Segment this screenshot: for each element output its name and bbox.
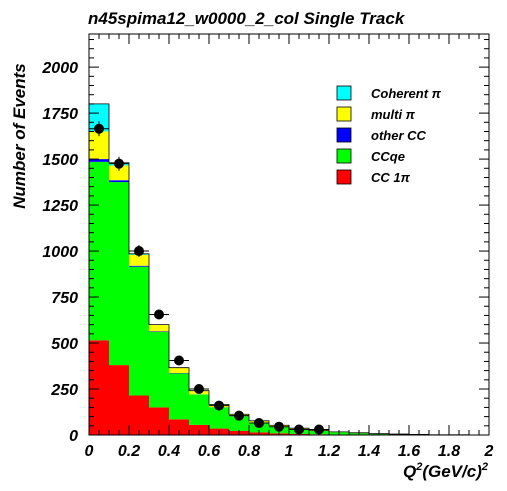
data-point	[214, 400, 224, 411]
bar-segment	[89, 103, 109, 132]
legend-swatch	[336, 148, 352, 164]
data-point	[294, 424, 304, 435]
bar-segment	[209, 407, 229, 429]
legend-swatch	[336, 169, 352, 185]
x-tick-label: 0.8	[238, 443, 260, 460]
data-point	[314, 424, 324, 435]
x-tick-label: 2	[484, 443, 494, 460]
legend: Coherent π multi π other CC CCqe CC 1π	[336, 85, 442, 185]
axes: 0 0.2 0.4 0.6 0.8 1 1.2 1.4 1.6 1.8 2 0 250 500 750 100…	[41, 34, 494, 460]
bar-segment	[109, 182, 129, 366]
y-tick-label: 500	[51, 336, 78, 353]
chart-title: n45spima12_w0000_2_col Single Track	[88, 9, 406, 28]
data-point	[234, 410, 244, 421]
x-tick-label: 1.8	[438, 443, 460, 460]
x-tick-label: 0.2	[118, 443, 140, 460]
x-tick-label: 0	[85, 443, 94, 460]
data-point	[134, 246, 144, 257]
bar-segment	[189, 394, 209, 425]
legend-swatch	[336, 127, 352, 143]
x-tick-label: 1.2	[318, 443, 340, 460]
x-axis-label: Q2(GeV/c)2	[403, 461, 488, 481]
data-point	[114, 158, 124, 169]
y-tick-label: 0	[69, 428, 78, 445]
y-axis-label: Number of Events	[10, 63, 29, 208]
legend-swatch	[336, 85, 352, 101]
x-tick-label: 1	[285, 443, 294, 460]
x-tick-label: 1.6	[398, 443, 420, 460]
y-tick-label: 750	[51, 290, 78, 307]
y-tick-label: 1500	[42, 152, 78, 169]
bar-segment	[129, 265, 149, 267]
x-tick-label: 0.4	[158, 443, 180, 460]
bar-segment	[169, 367, 189, 374]
y-tick-label: 1000	[42, 244, 78, 261]
bar-segment	[229, 416, 249, 431]
legend-label: CC 1π	[371, 170, 411, 185]
y-tick-label: 2000	[41, 60, 78, 77]
bar-segment	[109, 365, 129, 435]
x-tick-label: 0.6	[198, 443, 220, 460]
bar-segment	[109, 165, 129, 181]
data-points	[89, 121, 329, 435]
data-point	[274, 421, 284, 432]
legend-label: other CC	[371, 128, 427, 143]
bar-segment	[89, 131, 109, 160]
bar-segment	[89, 340, 109, 435]
data-point	[94, 123, 104, 134]
data-point	[154, 309, 164, 320]
bar-segment	[149, 331, 169, 408]
legend-swatch	[336, 106, 352, 122]
x-tick-label: 1.4	[358, 443, 380, 460]
bar-segment	[149, 407, 169, 435]
data-point	[194, 384, 204, 395]
bar-segment	[129, 254, 149, 266]
bar-segment	[129, 395, 149, 435]
data-point	[254, 418, 264, 429]
bar-segment	[89, 159, 109, 162]
y-tick-label: 250	[50, 382, 78, 399]
bar-segment	[149, 331, 169, 332]
y-tick-label: 1250	[42, 198, 78, 215]
histogram-bars	[88, 103, 489, 436]
bar-segment	[169, 419, 189, 435]
legend-label: CCqe	[371, 149, 405, 164]
data-point	[174, 355, 184, 366]
bar-segment	[169, 373, 189, 420]
legend-label: multi π	[371, 107, 416, 122]
bar-segment	[149, 325, 169, 332]
bar-segment	[129, 266, 149, 396]
y-tick-label: 1750	[42, 106, 78, 123]
legend-label: Coherent π	[371, 86, 442, 101]
bar-segment	[189, 424, 209, 435]
bar-segment	[109, 180, 129, 183]
